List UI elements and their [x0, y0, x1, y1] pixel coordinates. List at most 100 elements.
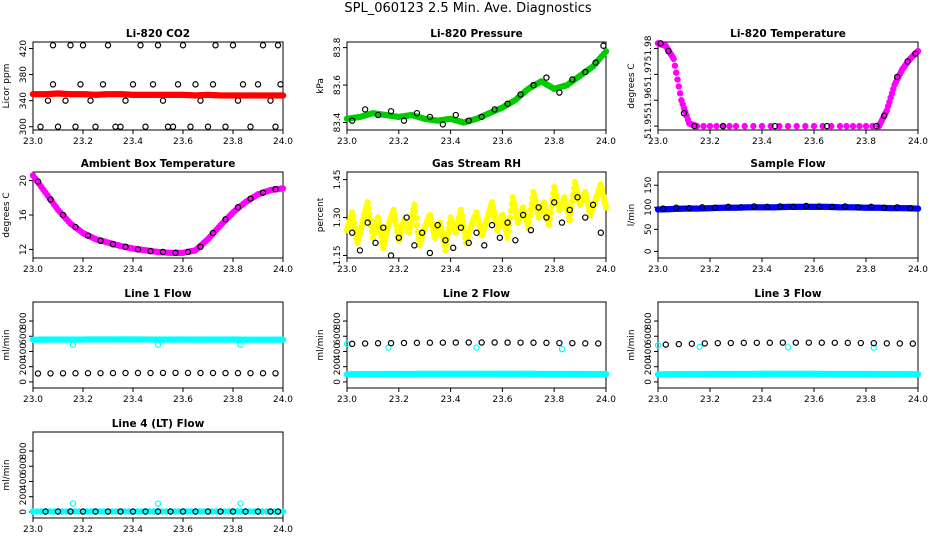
- data-point: [400, 339, 408, 347]
- data-point: [42, 508, 49, 515]
- data-point: [784, 344, 792, 351]
- x-tick-label: 23.2: [700, 137, 720, 147]
- data-point-fill: [505, 227, 512, 235]
- data-point: [491, 339, 498, 346]
- y-tick-label: 300: [19, 118, 29, 135]
- data-point-fill: [350, 219, 358, 226]
- y-tick-label: 0: [333, 379, 343, 385]
- plot-frame: [346, 41, 607, 131]
- y-tick-label: 600: [333, 327, 343, 344]
- x-tick-label: 23.8: [856, 265, 876, 275]
- series-line-cycle: [348, 42, 607, 128]
- data-point: [159, 97, 167, 104]
- data-point: [259, 370, 267, 377]
- data-point: [247, 123, 254, 130]
- x-tick-label: 23.2: [700, 265, 720, 275]
- data-point-fill: [819, 122, 826, 130]
- data-point: [751, 203, 758, 210]
- data-point: [556, 339, 563, 347]
- x-tick-label: 23.0: [648, 137, 668, 147]
- panel-title: Line 3 Flow: [754, 288, 821, 300]
- data-point: [217, 508, 224, 515]
- data-point: [400, 117, 408, 124]
- x-tick-label: 23.0: [648, 395, 668, 405]
- data-point: [457, 224, 465, 231]
- data-point: [259, 42, 267, 49]
- data-point: [896, 340, 904, 347]
- data-point-fill: [413, 221, 421, 229]
- x-tick-label: 23.4: [441, 265, 461, 275]
- data-point: [247, 195, 254, 202]
- x-tick-label: 23.6: [804, 137, 824, 147]
- x-tick-label: 23.8: [544, 265, 564, 275]
- data-point: [172, 249, 179, 257]
- data-point: [374, 214, 382, 221]
- data-point: [413, 339, 421, 347]
- data-point: [566, 206, 573, 214]
- series-line-cycle: [29, 500, 244, 515]
- x-tick-label: 23.6: [173, 395, 193, 405]
- y-tick-label: 100: [644, 198, 654, 215]
- data-point: [465, 239, 472, 247]
- data-point: [478, 113, 485, 121]
- data-point: [595, 340, 602, 347]
- data-point-fill: [444, 230, 452, 238]
- series-line-cycle: [654, 342, 878, 351]
- data-point: [222, 123, 229, 130]
- data-point: [229, 508, 237, 515]
- y-axis-label: ml/min: [2, 329, 12, 360]
- data-point: [725, 203, 732, 211]
- data-point-fill: [377, 229, 384, 236]
- data-point: [883, 340, 891, 347]
- data-point-fill: [862, 122, 870, 130]
- data-point: [870, 339, 878, 347]
- data-point: [167, 508, 174, 515]
- x-tick-label: 23.2: [73, 395, 93, 405]
- data-point: [179, 42, 187, 49]
- data-point-fill: [843, 122, 850, 130]
- data-point: [670, 55, 677, 63]
- plot-frame: [32, 431, 284, 519]
- y-tick-label: 51.96: [644, 87, 654, 113]
- data-point: [753, 339, 761, 346]
- y-tick-label: 200: [333, 358, 343, 375]
- series-ambient: [29, 336, 287, 343]
- data-point-fill: [527, 206, 535, 214]
- x-tick-label: 23.0: [23, 265, 43, 275]
- data-point: [247, 369, 254, 377]
- data-point: [512, 237, 519, 244]
- data-point: [229, 42, 237, 49]
- panel-line4-flow: Line 4 (LT) Flow ml/min 23.0 23.2 23.4 23.6 23…: [2, 418, 293, 535]
- x-tick-label: 23.2: [73, 525, 93, 535]
- data-point: [279, 92, 287, 99]
- data-point: [54, 123, 62, 130]
- panel-line1-flow: Line 1 Flow ml/min 23.0 23.2 23.4 23.6 23.8 24.…: [2, 288, 293, 405]
- data-point: [142, 508, 149, 515]
- data-point: [784, 122, 792, 130]
- data-point: [478, 339, 485, 346]
- data-point: [279, 185, 287, 192]
- x-tick-label: 23.2: [389, 137, 409, 147]
- data-point-fill: [673, 69, 680, 76]
- x-tick-label: 23.2: [700, 395, 720, 405]
- data-point: [279, 336, 287, 343]
- data-point: [84, 232, 92, 239]
- data-point: [805, 339, 813, 346]
- data-point: [47, 370, 54, 377]
- data-point: [348, 117, 356, 124]
- panel-co2: Li-820 CO2 Licor ppm 23.0 23.2 23.4 23.6 23.8 2…: [2, 28, 293, 147]
- data-point: [374, 340, 382, 347]
- y-tick-label: 600: [19, 327, 29, 344]
- data-point: [390, 206, 397, 214]
- plot-frame: [32, 301, 284, 389]
- data-point: [457, 206, 465, 214]
- data-point: [184, 248, 192, 256]
- data-point-fill: [767, 122, 774, 130]
- x-tick-label: 23.0: [337, 265, 357, 275]
- data-point: [566, 216, 573, 224]
- data-point-fill: [810, 122, 818, 130]
- panel-temp-820: Li-820 Temperature degrees C 23.0 23.2 23.4 2…: [627, 28, 928, 147]
- data-point: [44, 97, 52, 104]
- data-point: [222, 369, 229, 377]
- data-point-fill: [856, 122, 863, 130]
